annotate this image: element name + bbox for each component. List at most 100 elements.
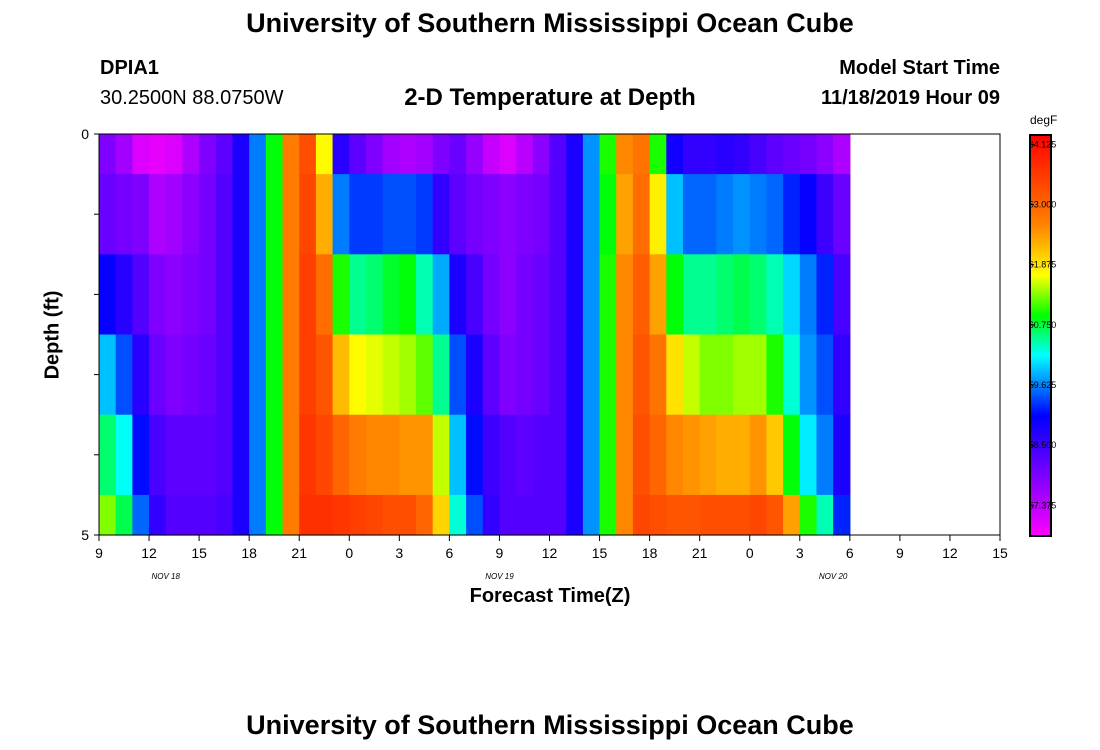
heatmap-cell: [332, 254, 350, 336]
heatmap-cell: [799, 134, 818, 175]
heatmap-cell: [315, 174, 334, 255]
heatmap-cell: [716, 254, 734, 336]
heatmap-cell: [232, 414, 250, 496]
heatmap-cell: [799, 414, 818, 496]
heatmap-cell: [466, 174, 484, 255]
heatmap-cell: [466, 254, 484, 336]
heatmap-cell: [449, 134, 467, 175]
heatmap-cell: [132, 414, 150, 496]
date-label: NOV 19: [485, 572, 514, 581]
heatmap-cell: [482, 134, 501, 175]
x-axis-title: Forecast Time(Z): [469, 585, 631, 607]
heatmap-cell: [616, 254, 634, 336]
heatmap-cell: [165, 414, 184, 496]
heatmap-cell: [582, 494, 601, 536]
heatmap-cell: [516, 254, 534, 336]
heatmap-cell: [132, 134, 150, 175]
heatmap-cell: [315, 494, 334, 536]
x-tick-label: 21: [692, 545, 708, 561]
heatmap-cell: [766, 174, 784, 255]
heatmap-cell: [149, 414, 167, 496]
heatmap-cell: [149, 174, 167, 255]
heatmap-cell: [482, 174, 501, 255]
heatmap-cell: [282, 494, 300, 536]
heatmap-cell: [582, 414, 601, 496]
heatmap-cell: [566, 134, 584, 175]
heatmap-cell: [566, 494, 584, 536]
heatmap-cell: [499, 174, 517, 255]
heatmap-cell: [783, 134, 801, 175]
y-axis-title: Depth (ft): [41, 290, 64, 380]
heatmap-cell: [716, 334, 734, 416]
heatmap-cell: [549, 254, 567, 336]
heatmap-cell: [532, 414, 551, 496]
heatmap-cell: [833, 254, 851, 336]
heatmap-cell: [666, 494, 684, 536]
heatmap-cell: [733, 254, 751, 336]
heatmap-cell: [365, 334, 384, 416]
heatmap-cell: [449, 494, 467, 536]
heatmap-cell: [332, 134, 350, 175]
colorbar-tick-label: 60.750: [1029, 320, 1057, 330]
x-tick-label: 6: [445, 545, 453, 561]
heatmap-cell: [382, 334, 400, 416]
x-tick-label: 3: [395, 545, 403, 561]
heatmap-cell: [766, 334, 784, 416]
heatmap-cell: [599, 134, 617, 175]
heatmap-cell: [332, 334, 350, 416]
x-tick-label: 9: [95, 545, 103, 561]
colorbar-unit: degF: [1030, 113, 1058, 127]
model-start-label: Model Start Time: [839, 57, 1000, 79]
heatmap-cell: [115, 334, 133, 416]
heatmap-cell: [432, 334, 450, 416]
heatmap-cell: [499, 494, 517, 536]
heatmap-cell: [149, 334, 167, 416]
heatmap-cell: [566, 414, 584, 496]
heatmap-cell: [416, 494, 434, 536]
heatmap-cell: [449, 174, 467, 255]
heatmap-cell: [749, 134, 768, 175]
heatmap-cell: [699, 414, 717, 496]
heatmap-cell: [666, 174, 684, 255]
heatmap-cell: [365, 414, 384, 496]
colorbar-tick-label: 58.500: [1029, 440, 1057, 450]
heatmap-cell: [616, 134, 634, 175]
heatmap-cell: [399, 414, 417, 496]
station-coordinates: 30.2500N 88.0750W: [100, 87, 284, 109]
heatmap-cell: [616, 174, 634, 255]
heatmap-cell: [199, 134, 217, 175]
heatmap-cell: [816, 334, 834, 416]
heatmap-cell: [582, 254, 601, 336]
heatmap-cell: [716, 414, 734, 496]
heatmap-cell: [632, 414, 651, 496]
heatmap-cell: [315, 134, 334, 175]
heatmap-cell: [532, 254, 551, 336]
heatmap-cell: [682, 134, 701, 175]
heatmap-cell: [682, 174, 701, 255]
heatmap-cell: [282, 254, 300, 336]
x-tick-label: 12: [542, 545, 558, 561]
heatmap-cell: [466, 134, 484, 175]
heatmap-cell: [182, 254, 200, 336]
heatmap-cell: [516, 414, 534, 496]
heatmap-cell: [599, 254, 617, 336]
heatmap-cell: [432, 134, 450, 175]
heatmap-cell: [799, 254, 818, 336]
x-tick-label: 15: [191, 545, 207, 561]
heatmap-cell: [165, 334, 184, 416]
heatmap-cell: [499, 334, 517, 416]
heatmap-cell: [666, 254, 684, 336]
heatmap-cell: [499, 254, 517, 336]
heatmap-cell: [215, 414, 234, 496]
heatmap-cell: [532, 494, 551, 536]
heatmap-cell: [115, 494, 133, 536]
y-tick-label: 5: [81, 527, 89, 543]
heatmap-cell: [232, 494, 250, 536]
x-tick-label: 0: [345, 545, 353, 561]
heatmap-cell: [799, 494, 818, 536]
heatmap-cell: [432, 494, 450, 536]
colorbar-tick-label: 64.125: [1029, 139, 1057, 149]
colorbar-tick-label: 61.875: [1029, 260, 1057, 270]
heatmap-cell: [682, 494, 701, 536]
